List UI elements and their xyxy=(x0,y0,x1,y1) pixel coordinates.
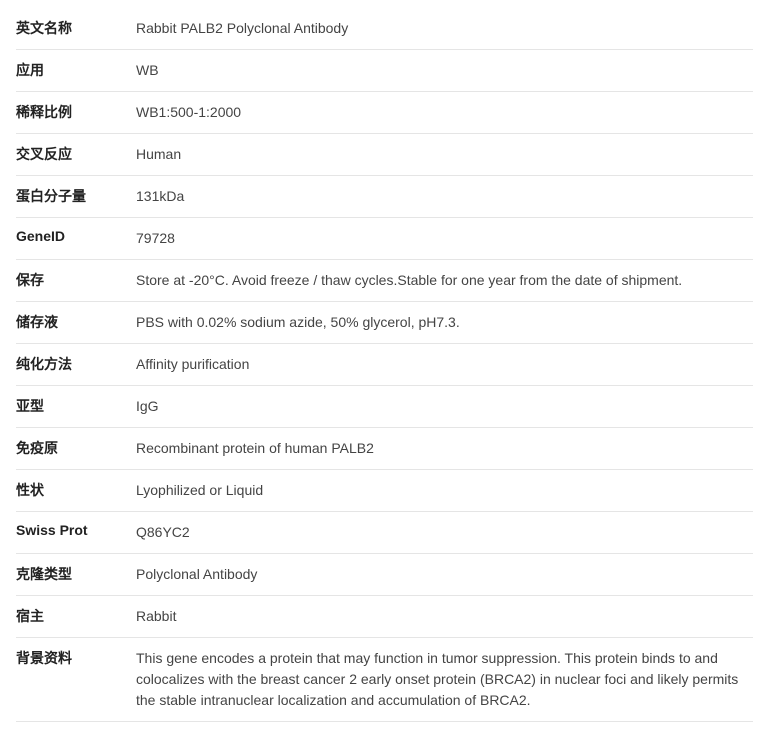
row-value: Lyophilized or Liquid xyxy=(136,470,753,512)
table-row: 交叉反应 Human xyxy=(16,134,753,176)
row-label: 蛋白分子量 xyxy=(16,176,136,218)
row-value: IgG xyxy=(136,386,753,428)
spec-table: 英文名称 Rabbit PALB2 Polyclonal Antibody 应用… xyxy=(16,8,753,722)
row-label: 背景资料 xyxy=(16,638,136,722)
row-value: Rabbit xyxy=(136,596,753,638)
row-label: 稀释比例 xyxy=(16,92,136,134)
row-label: 免疫原 xyxy=(16,428,136,470)
row-label: 保存 xyxy=(16,260,136,302)
row-value: This gene encodes a protein that may fun… xyxy=(136,638,753,722)
table-row: 宿主 Rabbit xyxy=(16,596,753,638)
row-value: 131kDa xyxy=(136,176,753,218)
row-value: 79728 xyxy=(136,218,753,260)
row-value: WB1:500-1:2000 xyxy=(136,92,753,134)
table-row: 性状 Lyophilized or Liquid xyxy=(16,470,753,512)
row-label: 宿主 xyxy=(16,596,136,638)
row-value: Human xyxy=(136,134,753,176)
table-row: 纯化方法 Affinity purification xyxy=(16,344,753,386)
table-row: 储存液 PBS with 0.02% sodium azide, 50% gly… xyxy=(16,302,753,344)
row-label: 英文名称 xyxy=(16,8,136,50)
table-row: 保存 Store at -20°C. Avoid freeze / thaw c… xyxy=(16,260,753,302)
table-row: 蛋白分子量 131kDa xyxy=(16,176,753,218)
table-row: 背景资料 This gene encodes a protein that ma… xyxy=(16,638,753,722)
table-row: 亚型 IgG xyxy=(16,386,753,428)
row-label: 交叉反应 xyxy=(16,134,136,176)
row-value: Recombinant protein of human PALB2 xyxy=(136,428,753,470)
table-row: GeneID 79728 xyxy=(16,218,753,260)
row-value: Polyclonal Antibody xyxy=(136,554,753,596)
table-row: 稀释比例 WB1:500-1:2000 xyxy=(16,92,753,134)
table-row: 免疫原 Recombinant protein of human PALB2 xyxy=(16,428,753,470)
table-row: Swiss Prot Q86YC2 xyxy=(16,512,753,554)
table-row: 应用 WB xyxy=(16,50,753,92)
row-value: PBS with 0.02% sodium azide, 50% glycero… xyxy=(136,302,753,344)
row-label: 应用 xyxy=(16,50,136,92)
row-label: Swiss Prot xyxy=(16,512,136,554)
table-row: 克隆类型 Polyclonal Antibody xyxy=(16,554,753,596)
row-label: 亚型 xyxy=(16,386,136,428)
row-label: 纯化方法 xyxy=(16,344,136,386)
row-label: 储存液 xyxy=(16,302,136,344)
row-value: WB xyxy=(136,50,753,92)
row-value: Rabbit PALB2 Polyclonal Antibody xyxy=(136,8,753,50)
row-label: GeneID xyxy=(16,218,136,260)
spec-table-body: 英文名称 Rabbit PALB2 Polyclonal Antibody 应用… xyxy=(16,8,753,722)
row-value: Store at -20°C. Avoid freeze / thaw cycl… xyxy=(136,260,753,302)
row-label: 克隆类型 xyxy=(16,554,136,596)
row-value: Affinity purification xyxy=(136,344,753,386)
row-value: Q86YC2 xyxy=(136,512,753,554)
row-label: 性状 xyxy=(16,470,136,512)
table-row: 英文名称 Rabbit PALB2 Polyclonal Antibody xyxy=(16,8,753,50)
